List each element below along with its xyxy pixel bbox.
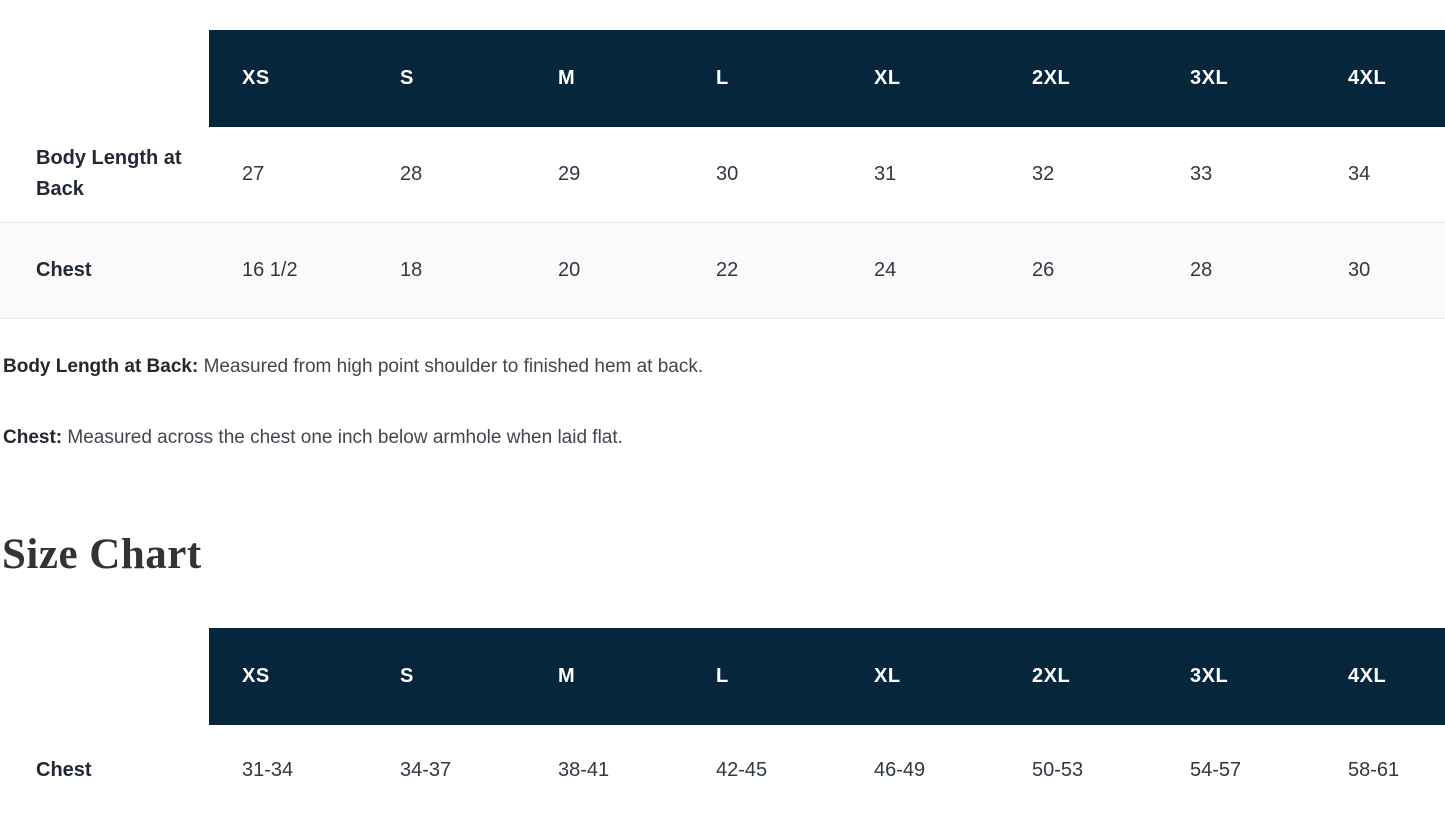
spec-table-corner-cell: [0, 30, 209, 127]
body-length-value-s: 28: [400, 162, 423, 185]
size-header-2xl: 2XL: [999, 30, 1157, 127]
row-label-chest: Chest: [36, 258, 92, 281]
table-row-body-length: Body Length at Back 27 28 29 30 31 32 33…: [0, 127, 1445, 222]
spec-table: XS S M L XL 2XL 3XL 4XL Body Length at B…: [0, 30, 1445, 319]
table-row-chest: Chest 16 1/2 18 20 22 24 26 28 30: [0, 222, 1445, 318]
note-term: Body Length at Back:: [3, 356, 199, 377]
size-header-s: S: [367, 30, 525, 127]
body-length-value-l: 30: [716, 162, 739, 185]
chest-range-m: 38-41: [558, 758, 610, 781]
chest-range-l: 42-45: [716, 758, 768, 781]
chest-range-2xl: 50-53: [1032, 758, 1084, 781]
chest-value-l: 22: [716, 258, 739, 281]
body-length-value-m: 29: [558, 162, 581, 185]
size-header-xs: XS: [209, 30, 367, 127]
size-header-2xl: 2XL: [999, 628, 1157, 725]
size-chart-header-row: XS S M L XL 2XL 3XL 4XL: [0, 628, 1445, 725]
size-chart-table: XS S M L XL 2XL 3XL 4XL Chest 31-34 34-3…: [0, 628, 1445, 815]
size-header-3xl: 3XL: [1157, 30, 1315, 127]
size-header-m: M: [525, 628, 683, 725]
note-text: Measured across the chest one inch below…: [62, 427, 623, 448]
body-length-value-4xl: 34: [1348, 162, 1371, 185]
size-header-m: M: [525, 30, 683, 127]
chest-value-xs: 16 1/2: [242, 258, 298, 281]
body-length-value-xs: 27: [242, 162, 265, 185]
body-length-value-3xl: 33: [1190, 162, 1213, 185]
row-label-body-length: Body Length at Back: [36, 147, 182, 201]
chest-value-m: 20: [558, 258, 581, 281]
size-header-3xl: 3XL: [1157, 628, 1315, 725]
chest-value-4xl: 30: [1348, 258, 1371, 281]
size-header-4xl: 4XL: [1315, 30, 1445, 127]
size-header-xl: XL: [841, 30, 999, 127]
size-header-4xl: 4XL: [1315, 628, 1445, 725]
chest-value-xl: 24: [874, 258, 897, 281]
body-length-value-2xl: 32: [1032, 162, 1055, 185]
page-title: Size Chart: [2, 531, 202, 578]
size-header-xl: XL: [841, 628, 999, 725]
spec-table-section: XS S M L XL 2XL 3XL 4XL Body Length at B…: [0, 30, 1445, 319]
chest-value-3xl: 28: [1190, 258, 1213, 281]
note-term: Chest:: [3, 427, 63, 448]
chest-range-xl: 46-49: [874, 758, 926, 781]
chest-value-s: 18: [400, 258, 423, 281]
size-header-s: S: [367, 628, 525, 725]
body-length-value-xl: 31: [874, 162, 897, 185]
chest-range-s: 34-37: [400, 758, 452, 781]
chest-range-xs: 31-34: [242, 758, 294, 781]
size-header-l: L: [683, 628, 841, 725]
measurement-note-body-length: Body Length at Back: Measured from high …: [3, 354, 703, 380]
note-text: Measured from high point shoulder to fin…: [198, 356, 704, 377]
chest-range-3xl: 54-57: [1190, 758, 1242, 781]
size-chart-corner-cell: [0, 628, 209, 725]
size-header-xs: XS: [209, 628, 367, 725]
size-header-l: L: [683, 30, 841, 127]
chest-value-2xl: 26: [1032, 258, 1055, 281]
spec-table-header-row: XS S M L XL 2XL 3XL 4XL: [0, 30, 1445, 127]
row-label-chest: Chest: [36, 758, 92, 781]
size-chart-section: XS S M L XL 2XL 3XL 4XL Chest 31-34 34-3…: [0, 628, 1445, 815]
measurement-note-chest: Chest: Measured across the chest one inc…: [3, 425, 623, 451]
chest-range-4xl: 58-61: [1348, 758, 1400, 781]
table-row-chest-range: Chest 31-34 34-37 38-41 42-45 46-49 50-5…: [0, 725, 1445, 815]
